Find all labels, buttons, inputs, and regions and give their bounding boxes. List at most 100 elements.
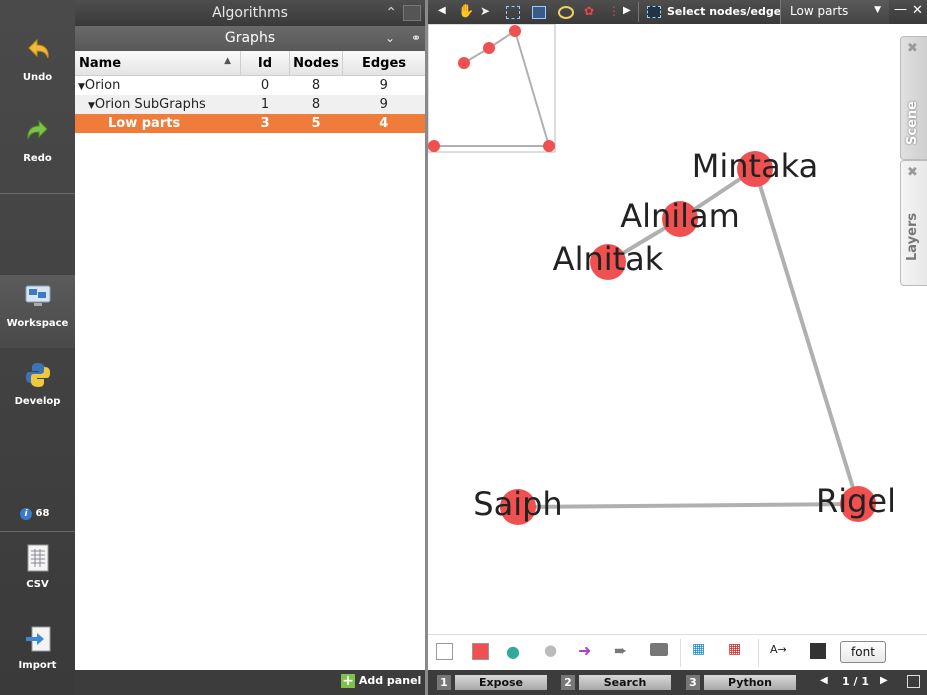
path-select-icon[interactable]: ⋮ <box>608 4 620 18</box>
row-edges-cell: 9 <box>379 78 388 93</box>
row-name-cell: Low parts <box>75 114 241 133</box>
import-button[interactable]: Import <box>0 624 75 671</box>
expand-triangle-icon[interactable]: ▼ <box>78 82 85 92</box>
grid-select-icon[interactable] <box>532 6 546 19</box>
workspace-label: Workspace <box>6 318 69 329</box>
redo-button[interactable]: Redo <box>0 117 75 164</box>
layers-tab[interactable]: ✖ Layers <box>900 160 927 286</box>
color-partition-icon[interactable]: ● <box>506 642 520 661</box>
prev-page-icon[interactable]: ◀ <box>820 675 828 686</box>
close-icon[interactable]: ✖ <box>907 165 918 180</box>
divider <box>0 193 75 194</box>
link-icon[interactable]: ⚭ <box>410 31 421 45</box>
undo-button[interactable]: Undo <box>0 36 75 83</box>
divider <box>758 639 759 667</box>
neighbors-select-icon[interactable]: ✿ <box>584 4 595 18</box>
sort-asc-icon: ▲ <box>224 55 231 66</box>
column-header-id[interactable]: Id <box>240 51 290 76</box>
undock-icon[interactable] <box>403 5 421 21</box>
divider <box>638 2 639 22</box>
edge-color-icon[interactable]: ➨ <box>614 641 628 660</box>
light-bulb-icon[interactable]: ● <box>544 641 558 659</box>
graph-bottom-toolbar: ● ● ➜ ➨ ▦ ▦ A→ font <box>428 634 927 671</box>
redo-label: Redo <box>23 153 52 164</box>
scene-tab[interactable]: ✖ Scene <box>900 36 927 160</box>
graph-canvas[interactable]: Mintaka Alnilam Alnitak Saiph Rigel ✖ Sc… <box>428 24 927 634</box>
tab-number: 2 <box>561 675 575 690</box>
expand-triangle-icon[interactable]: ▼ <box>88 101 95 111</box>
node-label: Saiph <box>473 485 562 523</box>
row-edges-cell: 4 <box>342 114 425 133</box>
close-icon[interactable]: ✖ <box>907 41 918 56</box>
status-bar: 1 Expose 2 Search 3 Python ◀ 1 / 1 ▶ <box>428 670 927 695</box>
add-panel-button[interactable]: + Add panel <box>341 674 421 688</box>
spreadsheet-icon <box>27 544 48 572</box>
node-color-icon[interactable] <box>472 643 489 660</box>
close-icon[interactable]: ✕ <box>912 3 923 18</box>
develop-button[interactable]: Develop <box>0 360 75 407</box>
graph-select-dropdown[interactable]: Low parts ▼ <box>780 0 889 24</box>
add-panel-label: Add panel <box>358 674 422 687</box>
pointer-select-icon[interactable]: ➤ <box>480 4 491 18</box>
column-header-nodes[interactable]: Nodes <box>289 51 343 76</box>
collapse-icon[interactable]: ⌃ <box>385 5 397 21</box>
algorithms-panel-header[interactable]: Algorithms ⌃ <box>75 0 425 26</box>
redo-icon <box>26 119 48 140</box>
notifications-badge[interactable]: i 68 <box>20 508 49 520</box>
graph-node[interactable] <box>737 151 773 187</box>
row-name-cell: ▼Orion SubGraphs <box>75 95 241 114</box>
lasso-icon[interactable] <box>558 6 574 19</box>
table-row[interactable]: ▼Orion 0 8 9 <box>75 76 425 96</box>
edge-arrow-icon[interactable]: ➜ <box>578 641 592 660</box>
reset-layout-icon[interactable]: ▦ <box>728 641 742 657</box>
rect-select-icon[interactable] <box>506 6 520 19</box>
splitter[interactable] <box>425 0 428 695</box>
column-header-edges[interactable]: Edges <box>342 51 425 76</box>
label-color-icon[interactable] <box>810 643 826 659</box>
workspace-button[interactable]: Workspace <box>0 282 75 329</box>
row-nodes-cell: 8 <box>289 95 343 114</box>
select-in-icon <box>647 6 661 18</box>
label-size-icon[interactable]: A→ <box>770 643 787 656</box>
font-button[interactable]: font <box>840 641 886 663</box>
row-name-cell: ▼Orion <box>78 78 121 93</box>
develop-label: Develop <box>14 396 61 407</box>
python-icon <box>25 363 50 387</box>
minimize-icon[interactable]: — <box>894 2 907 17</box>
graph-node[interactable] <box>840 486 876 522</box>
chevron-down-icon[interactable]: ⌄ <box>384 31 395 45</box>
undo-icon <box>27 38 49 59</box>
tab-number: 1 <box>437 675 451 690</box>
divider <box>680 639 681 667</box>
row-id-cell: 1 <box>240 95 290 114</box>
graphs-panel-header[interactable]: Graphs ⌄ ⚭ <box>75 26 425 51</box>
maximize-icon[interactable] <box>907 675 920 688</box>
row-edges-cell: 9 <box>342 95 425 114</box>
scroll-left-icon[interactable]: ◀ <box>438 5 446 16</box>
graph-edge[interactable] <box>517 502 859 509</box>
import-icon <box>25 626 50 652</box>
background-color-icon[interactable] <box>436 643 453 660</box>
column-header-name[interactable]: Name ▲ <box>75 51 241 76</box>
chevron-down-icon: ▼ <box>874 5 881 15</box>
graph-edge[interactable] <box>753 168 860 505</box>
tab-number: 3 <box>686 675 700 690</box>
panel-footer: + Add panel <box>75 670 425 695</box>
scroll-right-icon[interactable]: ▶ <box>623 5 631 16</box>
minimap[interactable] <box>428 24 556 153</box>
graph-node[interactable] <box>662 201 698 237</box>
center-graph-icon[interactable]: ▦ <box>692 641 706 657</box>
graph-view[interactable]: Mintaka Alnilam Alnitak Saiph Rigel <box>428 24 927 634</box>
graph-node[interactable] <box>500 489 536 525</box>
csv-button[interactable]: CSV <box>0 543 75 590</box>
camera-icon[interactable] <box>650 643 668 656</box>
graphs-table: Name ▲ Id Nodes Edges ▼Orion 0 8 9 ▼Orion… <box>75 51 425 133</box>
next-page-icon[interactable]: ▶ <box>880 675 888 686</box>
select-mode-label: Select nodes/edges in <box>667 5 804 18</box>
table-row[interactable]: ▼Orion SubGraphs 1 8 9 <box>75 95 425 114</box>
graphs-title: Graphs <box>224 30 276 46</box>
graph-node[interactable] <box>590 244 626 280</box>
hand-pan-icon[interactable]: ✋ <box>458 4 475 19</box>
table-row-selected[interactable]: Low parts 3 5 4 <box>75 114 425 133</box>
row-nodes-cell: 8 <box>311 78 321 93</box>
